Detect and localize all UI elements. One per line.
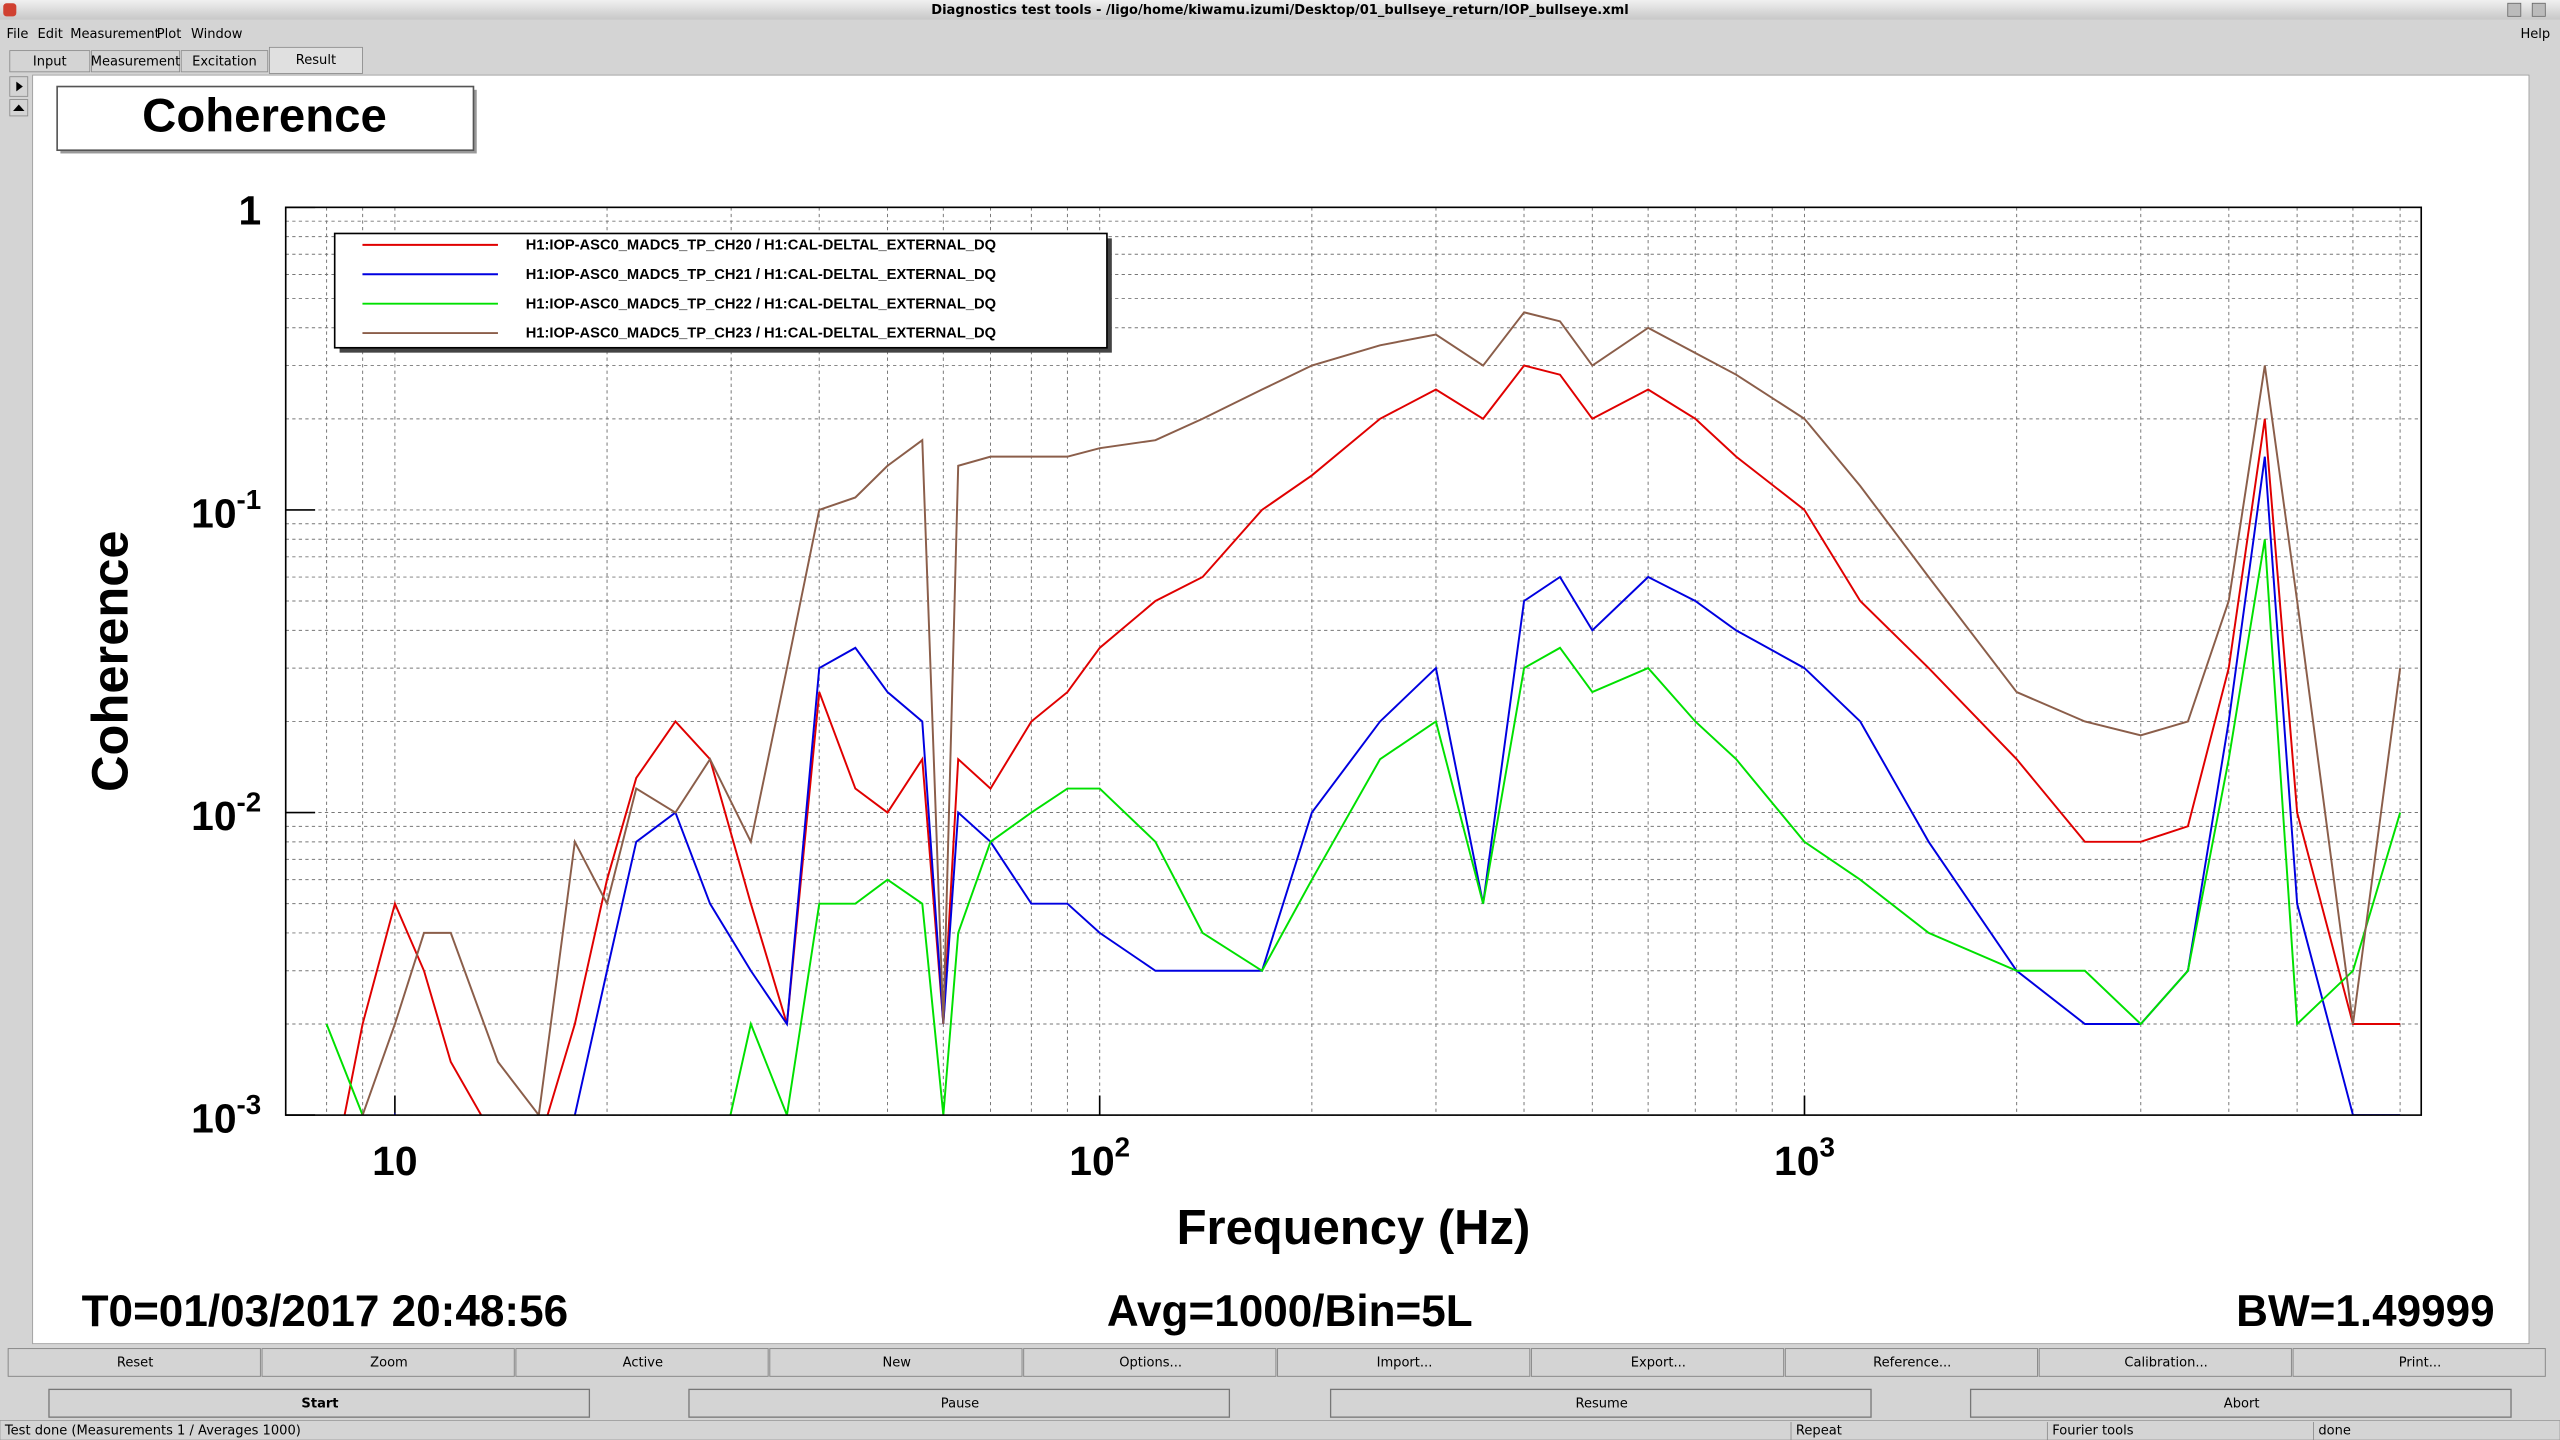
series-line — [361, 311, 2402, 1116]
menu-item[interactable]: Plot — [157, 27, 182, 42]
menu-item[interactable]: File — [7, 27, 29, 42]
status-text: Repeat — [1796, 1424, 1842, 1439]
control-label: Start — [301, 1397, 338, 1412]
series-line — [343, 364, 2401, 1116]
series-line — [325, 539, 2402, 1116]
avg-info: Avg=1000/Bin=5L — [1107, 1287, 1473, 1336]
bw-info: BW=1.49999 — [2236, 1287, 2495, 1336]
button[interactable] — [769, 1348, 1023, 1377]
y-tick-label: 10-3 — [191, 1089, 261, 1141]
control-button[interactable] — [1329, 1388, 1872, 1418]
t0-info: T0=01/03/2017 20:48:56 — [82, 1287, 568, 1336]
control-button[interactable] — [1969, 1388, 2512, 1418]
legend-label: H1:IOP-ASC0_MADC5_TP_CH22 / H1:CAL-DELTA… — [526, 296, 996, 312]
menu-item[interactable]: Measurement — [70, 27, 160, 42]
y-tick-label: 1 — [239, 188, 262, 234]
tab-label: Excitation — [192, 55, 257, 70]
control-label: Resume — [1575, 1397, 1627, 1412]
window-title: Diagnostics test tools - /ligo/home/kiwa… — [931, 3, 1628, 18]
menu-item[interactable]: Window — [191, 27, 243, 42]
tab-label: Input — [33, 55, 67, 70]
button[interactable] — [1530, 1348, 1785, 1377]
menu-item[interactable]: Edit — [38, 27, 63, 42]
control-button[interactable] — [48, 1388, 591, 1418]
plot-frame — [284, 206, 2423, 1116]
tab-label: Result — [296, 53, 336, 68]
button-label: Reset — [117, 1356, 153, 1371]
tab[interactable] — [268, 46, 363, 74]
y-tick-label: 10-1 — [191, 484, 261, 536]
y-tick-label: 10-2 — [191, 787, 261, 839]
button[interactable] — [1784, 1348, 2039, 1377]
legend-label: H1:IOP-ASC0_MADC5_TP_CH21 / H1:CAL-DELTA… — [526, 267, 996, 283]
button-label: New — [883, 1356, 912, 1371]
plot-lines — [325, 311, 2402, 1116]
title-bar — [0, 0, 2560, 20]
tab[interactable] — [180, 50, 269, 73]
x-axis-label: Frequency (Hz) — [1177, 1201, 1531, 1255]
button-label: Reference... — [1873, 1356, 1951, 1371]
button-label: Options... — [1119, 1356, 1182, 1371]
status-text: Test done (Measurements 1 / Averages 100… — [4, 1424, 301, 1439]
control-label: Abort — [2224, 1397, 2260, 1412]
tab-label: Measurement — [91, 55, 181, 70]
x-tick-label: 103 — [1774, 1132, 1835, 1184]
button-label: Zoom — [370, 1356, 408, 1371]
button[interactable] — [2292, 1348, 2546, 1377]
x-tick-label: 10 — [372, 1138, 417, 1184]
legend-label: H1:IOP-ASC0_MADC5_TP_CH23 / H1:CAL-DELTA… — [526, 326, 996, 342]
legend — [333, 232, 1108, 349]
status-text: done — [2318, 1424, 2351, 1439]
maximize-button[interactable] — [2531, 2, 2546, 17]
control-button[interactable] — [688, 1388, 1231, 1418]
button[interactable] — [7, 1348, 261, 1377]
y-axis-label: Coherence — [82, 530, 139, 792]
control-label: Pause — [941, 1397, 979, 1412]
button-label: Print... — [2399, 1356, 2441, 1371]
button[interactable] — [2038, 1348, 2292, 1377]
button-label: Export... — [1631, 1356, 1686, 1371]
close-button[interactable] — [3, 3, 17, 17]
status-bar — [0, 1420, 2560, 1440]
menu-help[interactable]: Help — [2520, 27, 2550, 42]
button-label: Import... — [1377, 1356, 1433, 1371]
minimize-button[interactable] — [2507, 2, 2522, 17]
x-tick-label: 102 — [1069, 1132, 1130, 1184]
chart-title: Coherence — [142, 90, 387, 143]
button[interactable] — [515, 1348, 769, 1377]
status-text: Fourier tools — [2052, 1424, 2134, 1439]
button[interactable] — [1277, 1348, 1531, 1377]
button-label: Active — [623, 1356, 663, 1371]
arrow-icon — [13, 104, 25, 112]
button-label: Calibration... — [2124, 1356, 2207, 1371]
plot-area — [285, 207, 2422, 1116]
tab[interactable] — [9, 50, 91, 73]
button[interactable] — [1023, 1348, 1277, 1377]
tab[interactable] — [91, 50, 180, 73]
button[interactable] — [261, 1348, 515, 1377]
title-box — [56, 85, 475, 152]
arrow-icon — [16, 81, 23, 92]
legend-label: H1:IOP-ASC0_MADC5_TP_CH20 / H1:CAL-DELTA… — [526, 238, 996, 254]
